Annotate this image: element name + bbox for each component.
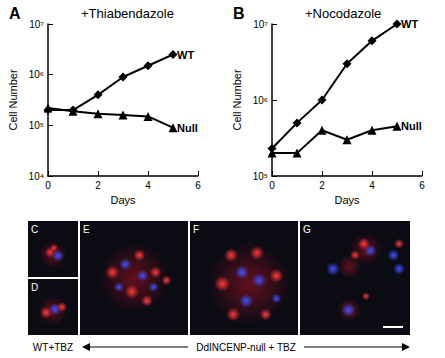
svg-text:WT: WT bbox=[177, 49, 194, 61]
svg-text:D: D bbox=[31, 282, 38, 293]
svg-text:DdINCENP-null + TBZ: DdINCENP-null + TBZ bbox=[196, 342, 296, 353]
svg-text:+Nocodazole: +Nocodazole bbox=[305, 6, 381, 21]
svg-text:10⁴: 10⁴ bbox=[29, 171, 44, 182]
svg-text:6: 6 bbox=[195, 180, 201, 191]
svg-text:Null: Null bbox=[177, 122, 198, 134]
svg-text:2: 2 bbox=[95, 180, 101, 191]
svg-text:Null: Null bbox=[401, 120, 422, 132]
svg-text:0: 0 bbox=[269, 180, 275, 191]
svg-text:WT+TBZ: WT+TBZ bbox=[33, 342, 73, 353]
svg-text:Days: Days bbox=[110, 194, 136, 206]
svg-text:Cell Number: Cell Number bbox=[7, 69, 19, 130]
svg-text:F: F bbox=[193, 224, 199, 235]
svg-text:Days: Days bbox=[334, 194, 360, 206]
svg-text:10⁷: 10⁷ bbox=[253, 19, 268, 30]
svg-text:WT: WT bbox=[401, 18, 418, 30]
svg-text:10⁵: 10⁵ bbox=[29, 120, 44, 131]
svg-text:+Thiabendazole: +Thiabendazole bbox=[81, 6, 174, 21]
svg-text:10⁷: 10⁷ bbox=[29, 19, 44, 30]
svg-text:E: E bbox=[83, 224, 90, 235]
svg-text:2: 2 bbox=[319, 180, 325, 191]
svg-text:4: 4 bbox=[369, 180, 375, 191]
svg-text:4: 4 bbox=[145, 180, 151, 191]
svg-text:10⁶: 10⁶ bbox=[253, 95, 268, 106]
svg-text:0: 0 bbox=[45, 180, 51, 191]
svg-text:G: G bbox=[303, 224, 311, 235]
svg-text:10⁵: 10⁵ bbox=[253, 171, 268, 182]
svg-text:Cell Number: Cell Number bbox=[231, 69, 243, 130]
svg-text:10⁶: 10⁶ bbox=[29, 69, 44, 80]
svg-text:B: B bbox=[233, 5, 245, 22]
svg-text:C: C bbox=[31, 224, 38, 235]
svg-text:6: 6 bbox=[419, 180, 425, 191]
svg-text:A: A bbox=[9, 5, 21, 22]
